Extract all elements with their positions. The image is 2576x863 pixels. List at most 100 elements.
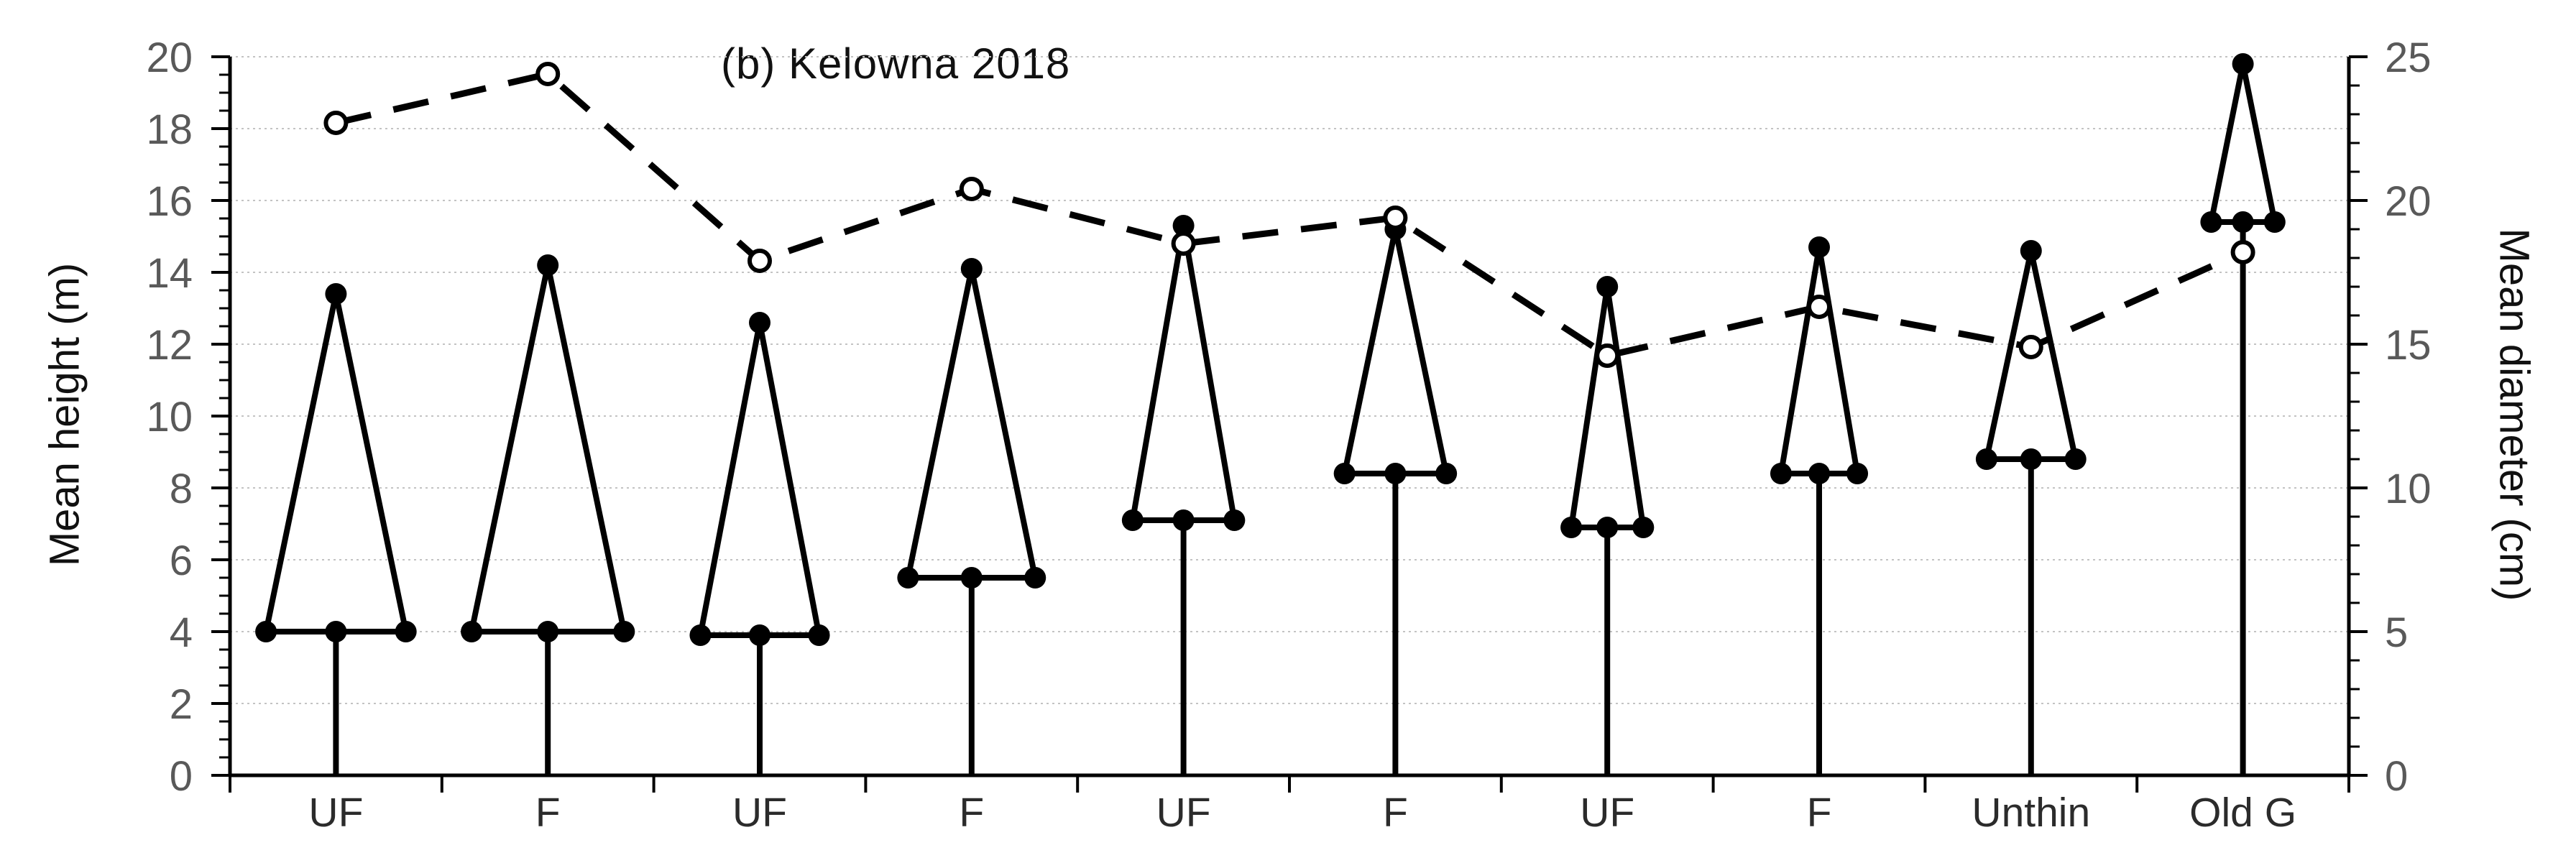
apex-dot <box>1172 215 1195 236</box>
crown-right-edge <box>1180 225 1238 521</box>
tree-glyph-5-uf <box>1121 215 1246 775</box>
tree-glyph-7-uf <box>1560 276 1655 775</box>
crown-left-edge <box>263 293 339 632</box>
diameter-open-circle-2 <box>535 62 561 86</box>
left-tick-label-2: 2 <box>170 681 193 728</box>
category-label-uf: UF <box>1156 790 1211 836</box>
crown-base-center-dot <box>960 567 983 589</box>
crown-base-left-dot <box>1333 463 1356 484</box>
left-tick-label-8: 8 <box>170 466 193 512</box>
category-label-uf: UF <box>732 790 787 836</box>
diameter-open-circle-8 <box>1807 295 1831 319</box>
right-tick-label-0: 0 <box>2385 753 2408 800</box>
category-label-uf: UF <box>308 790 363 836</box>
crown-left-edge <box>1983 250 2034 460</box>
crown-base-left-dot <box>1121 509 1144 531</box>
right-tick-label-5: 5 <box>2385 609 2408 656</box>
crown-base-right-dot <box>1632 517 1655 538</box>
right-tick-label-25: 25 <box>2385 34 2432 81</box>
left-tick-label-14: 14 <box>146 250 193 297</box>
apex-dot <box>537 254 559 276</box>
crown-right-edge <box>1604 286 1647 528</box>
crown-right-edge <box>333 293 409 632</box>
crown-right-edge <box>545 264 627 632</box>
tree-glyph-10-old-g <box>2200 53 2286 775</box>
crown-base-right-dot <box>1223 509 1246 531</box>
crown-base-right-dot <box>1435 463 1458 484</box>
crown-base-center-dot <box>2232 211 2254 233</box>
apex-dot <box>325 283 347 305</box>
right-tick-label-15: 15 <box>2385 322 2432 369</box>
category-label-old-g: Old G <box>2189 790 2296 836</box>
crown-left-edge <box>697 322 763 636</box>
left-tick-label-6: 6 <box>170 537 193 584</box>
crown-right-edge <box>757 322 822 636</box>
left-tick-label-16: 16 <box>146 178 193 225</box>
crown-base-center-dot <box>749 624 770 646</box>
left-tick-label-0: 0 <box>170 753 193 800</box>
category-label-f: F <box>1807 790 1832 836</box>
crown-left-edge <box>1341 229 1399 474</box>
category-label-f: F <box>535 790 561 836</box>
chart-title: (b) Kelowna 2018 <box>721 40 1071 88</box>
crown-base-left-dot <box>1770 463 1792 484</box>
category-label-f: F <box>959 790 984 836</box>
diameter-open-circle-10 <box>2230 240 2255 264</box>
mean-diameter-series <box>323 62 2255 368</box>
crown-base-right-dot <box>613 621 635 642</box>
category-label-uf: UF <box>1580 790 1634 836</box>
tree-glyph-1-uf <box>255 283 417 775</box>
crown-base-left-dot <box>897 567 919 589</box>
crown-left-edge <box>1129 225 1187 521</box>
category-label-f: F <box>1383 790 1408 836</box>
crown-left-edge <box>1777 246 1822 474</box>
crown-left-edge <box>905 268 975 578</box>
crown-base-right-dot <box>2064 448 2087 470</box>
left-tick-label-10: 10 <box>146 394 193 440</box>
crown-base-right-dot <box>395 621 417 642</box>
crown-base-right-dot <box>2263 211 2286 233</box>
tree-glyph-4-f <box>897 258 1046 775</box>
apex-dot <box>1808 236 1830 258</box>
crown-base-left-dot <box>1975 448 1997 470</box>
crown-base-center-dot <box>537 621 559 642</box>
tree-glyph-2-f <box>461 254 635 775</box>
crown-base-center-dot <box>325 621 347 642</box>
crown-base-right-dot <box>1024 567 1046 589</box>
diameter-open-circle-1 <box>323 111 349 135</box>
apex-dot <box>960 258 983 280</box>
crown-right-edge <box>1392 229 1450 474</box>
tree-glyph-9-unthin <box>1975 240 2087 775</box>
crown-base-center-dot <box>2020 448 2042 470</box>
crown-base-center-dot <box>1808 463 1830 484</box>
crown-base-center-dot <box>1172 509 1195 531</box>
crown-base-right-dot <box>1846 463 1869 484</box>
diameter-open-circle-9 <box>2018 335 2043 359</box>
apex-dot <box>2020 240 2042 262</box>
diameter-dashed-line <box>335 70 2245 359</box>
right-axis: 25 20 15 10 5 0 <box>2347 34 2432 800</box>
right-tick-label-20: 20 <box>2385 178 2432 225</box>
crown-base-left-dot <box>689 624 712 646</box>
tree-glyph-8-f <box>1770 236 1869 775</box>
tree-glyph-3-uf <box>689 312 830 775</box>
crown-base-left-dot <box>2200 211 2222 233</box>
left-tick-label-18: 18 <box>146 106 193 153</box>
category-label-unthin: Unthin <box>1972 790 2090 836</box>
diameter-open-circle-4 <box>959 177 984 201</box>
diameter-open-circle-6 <box>1383 206 1408 230</box>
crown-base-center-dot <box>1384 463 1407 484</box>
crown-base-left-dot <box>1560 517 1583 538</box>
tree-glyph-6-f <box>1333 218 1458 775</box>
apex-dot <box>749 312 770 333</box>
diameter-open-circle-3 <box>748 249 772 273</box>
crown-right-edge <box>1816 246 1861 474</box>
crown-base-left-dot <box>461 621 483 642</box>
crown-left-edge <box>2208 63 2246 223</box>
crown-right-edge <box>2028 250 2079 460</box>
left-tick-label-12: 12 <box>146 322 193 369</box>
diameter-open-circle-7 <box>1595 343 1620 368</box>
